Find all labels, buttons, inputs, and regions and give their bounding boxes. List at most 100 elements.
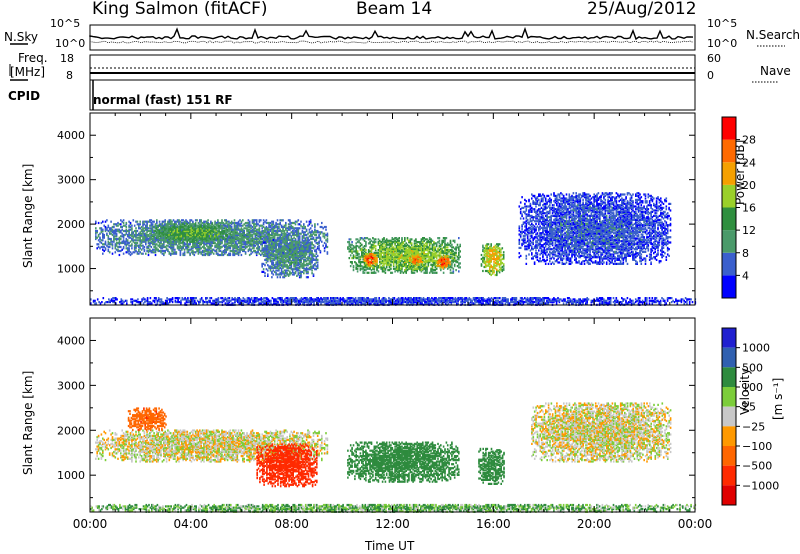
echo-cell xyxy=(189,237,191,241)
echo-cell xyxy=(373,245,376,248)
echo-cell xyxy=(182,232,184,235)
noise-tick-right-bottom: 10^0 xyxy=(707,37,738,50)
echo-cell xyxy=(104,229,107,233)
echo-cell xyxy=(230,243,233,246)
echo-cell xyxy=(135,249,137,253)
echo-cell xyxy=(312,246,315,249)
echo-cell xyxy=(187,225,190,229)
echo-cell xyxy=(171,247,173,250)
echo-cell xyxy=(232,231,234,234)
echo-cell xyxy=(239,249,241,253)
echo-cell xyxy=(214,220,216,223)
echo-cell xyxy=(230,233,233,237)
echo-cell xyxy=(304,233,306,237)
echo-cell xyxy=(201,233,204,237)
echo-cell xyxy=(262,268,265,271)
echo-cell xyxy=(100,229,103,233)
echo-cell xyxy=(239,244,241,247)
echo-cell xyxy=(248,235,251,238)
echo-cell xyxy=(147,237,150,241)
echo-cell xyxy=(312,231,315,234)
echo-cell xyxy=(273,225,276,229)
echo-cell xyxy=(228,232,230,235)
echo-cell xyxy=(204,228,207,231)
echo-cell xyxy=(129,225,132,229)
echo-cell xyxy=(355,245,357,248)
echo-cell xyxy=(168,236,170,239)
echo-cell xyxy=(190,223,193,226)
echo-cell xyxy=(232,247,234,250)
echo-cell xyxy=(120,219,122,222)
echo-cell xyxy=(131,244,133,247)
echo-cell xyxy=(102,243,104,246)
echo-cell xyxy=(157,233,159,237)
echo-cell xyxy=(232,236,234,239)
echo-cell xyxy=(309,246,312,249)
echo-cell xyxy=(287,228,290,231)
echo-cell xyxy=(128,236,130,239)
echo-cell xyxy=(323,235,326,238)
echo-cell xyxy=(268,257,270,260)
echo-cell xyxy=(304,246,306,249)
echo-cell xyxy=(239,233,241,237)
echo-cell xyxy=(319,251,322,254)
echo-cell xyxy=(189,241,191,245)
echo-cell xyxy=(365,262,367,265)
echo-cell xyxy=(217,219,219,222)
echo-cell xyxy=(273,236,276,239)
echo-cell xyxy=(254,229,257,233)
echo-cell xyxy=(228,236,230,239)
echo-cell xyxy=(139,231,141,234)
echo-cell xyxy=(244,252,247,255)
echo-cell xyxy=(111,244,114,247)
echo-cell xyxy=(280,241,283,244)
echo-cell xyxy=(449,249,452,252)
echo-cell xyxy=(247,241,250,245)
echo-cell xyxy=(442,250,445,253)
echo-cell xyxy=(286,240,288,243)
echo-cell xyxy=(297,229,300,233)
echo-cell xyxy=(179,223,181,226)
echo-cell xyxy=(135,231,137,234)
echo-cell xyxy=(373,254,375,257)
echo-cell xyxy=(190,224,193,227)
echo-cell xyxy=(114,243,117,246)
echo-cell xyxy=(387,243,389,246)
echo-cell xyxy=(205,233,208,237)
echo-cell xyxy=(124,241,126,245)
echo-cell xyxy=(226,231,229,234)
echo-cell xyxy=(235,228,237,231)
echo-cell xyxy=(100,227,103,230)
echo-cell xyxy=(442,237,445,240)
echo-cell xyxy=(358,255,360,258)
echo-cell xyxy=(301,231,304,234)
echo-cell xyxy=(308,239,311,242)
echo-cell xyxy=(297,250,300,253)
echo-cell xyxy=(250,237,252,241)
echo-cell xyxy=(178,240,180,243)
echo-cell xyxy=(228,247,230,250)
echo-cell xyxy=(365,269,367,272)
echo-cell xyxy=(253,224,255,227)
echo-cell xyxy=(390,247,392,250)
echo-cell xyxy=(211,228,213,231)
echo-cell xyxy=(214,249,216,253)
echo-cell xyxy=(153,225,155,229)
freq-panel-frame xyxy=(89,54,696,81)
echo-cell xyxy=(158,244,161,247)
echo-cell xyxy=(269,236,272,239)
echo-cell xyxy=(155,231,158,234)
echo-cell xyxy=(156,247,158,250)
echo-cell xyxy=(169,229,172,233)
echo-cell xyxy=(224,239,226,242)
echo-cell xyxy=(194,225,197,229)
echo-cell xyxy=(214,221,216,225)
echo-cell xyxy=(219,247,222,250)
echo-cell xyxy=(236,239,239,242)
echo-cell xyxy=(262,241,265,244)
echo-cell xyxy=(156,236,158,239)
echo-cell xyxy=(358,253,360,256)
echo-cell xyxy=(289,219,291,222)
echo-cell xyxy=(251,221,254,225)
echo-cell xyxy=(257,232,259,235)
